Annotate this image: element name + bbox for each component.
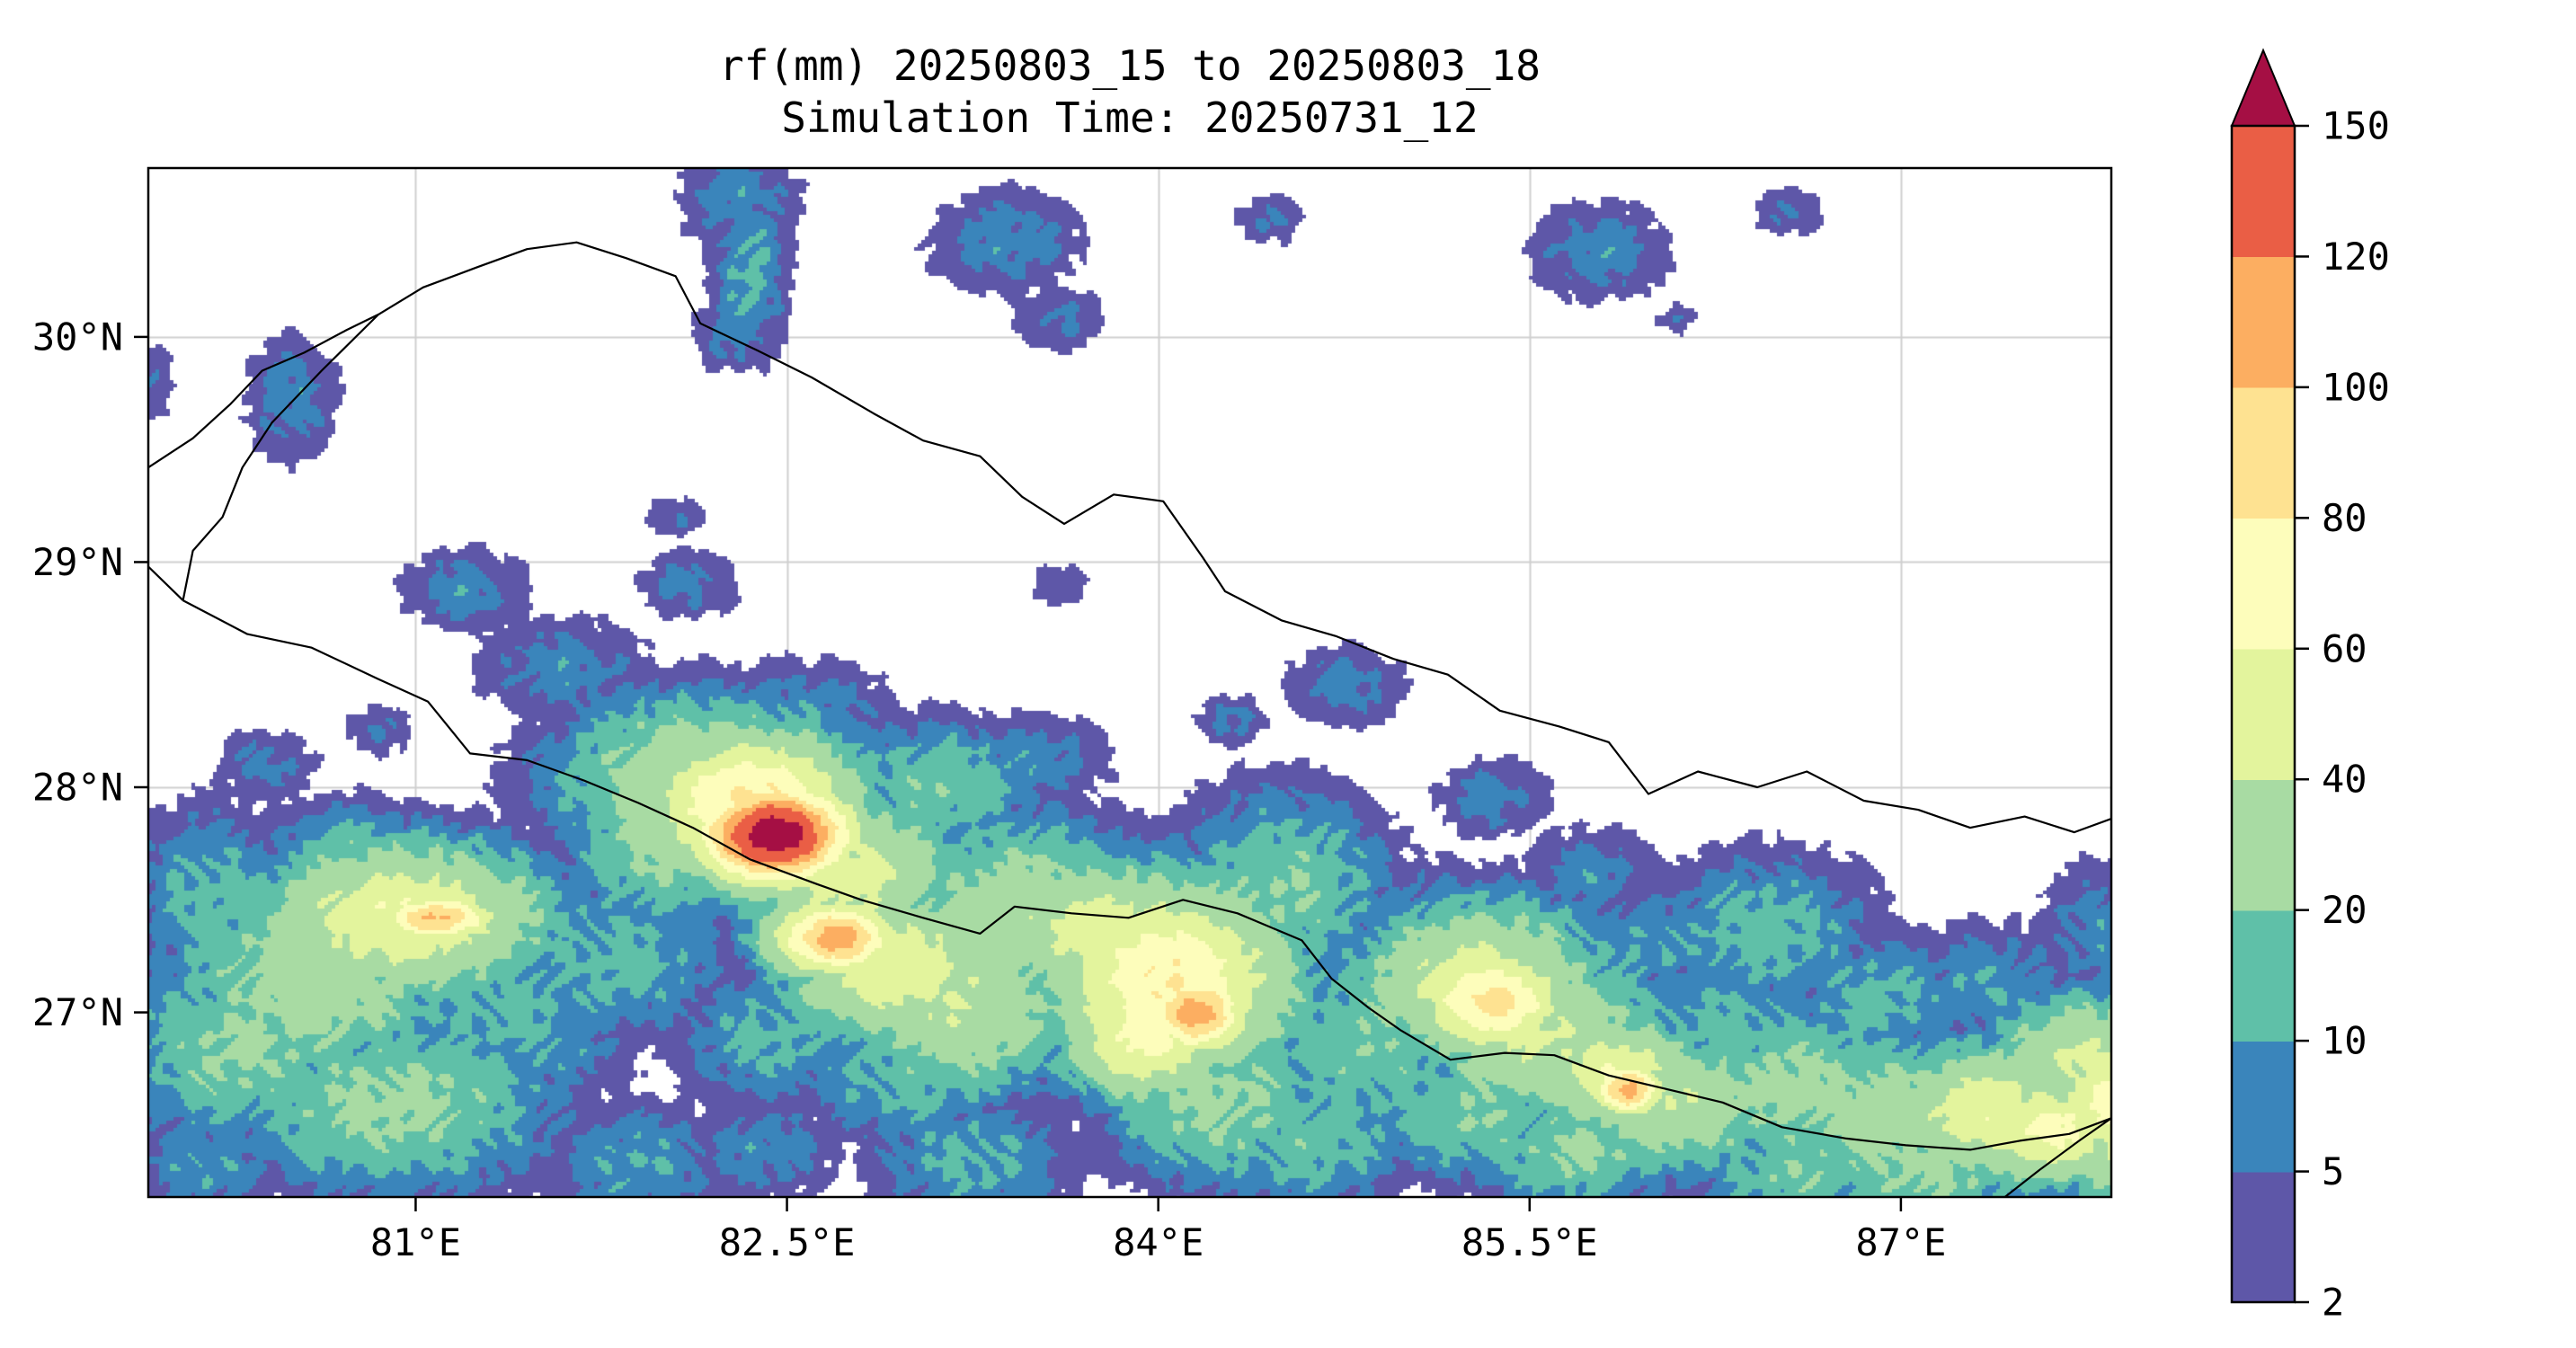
colorbar-segment — [2232, 386, 2295, 519]
colorbar-segment — [2232, 518, 2295, 650]
country-border — [148, 313, 379, 469]
country-border — [2003, 1117, 2111, 1197]
x-tick-label: 85.5°E — [1461, 1220, 1598, 1264]
colorbar-tick-label: 2 — [2322, 1281, 2344, 1325]
colorbar-tick-label: 80 — [2322, 496, 2367, 540]
x-tick-label: 82.5°E — [719, 1220, 856, 1264]
chart-subtitle: Simulation Time: 20250731_12 — [781, 93, 1479, 142]
colorbar-tick-label: 120 — [2322, 235, 2390, 279]
colorbar-segment — [2232, 256, 2295, 388]
colorbar-segment — [2232, 779, 2295, 911]
y-tick-label: 27°N — [32, 990, 123, 1034]
x-tick-label: 81°E — [370, 1220, 461, 1264]
colorbar-outline — [2230, 124, 2296, 1304]
colorbar-segment — [2232, 648, 2295, 781]
colorbar-tick-label: 5 — [2322, 1149, 2344, 1193]
country-border — [148, 565, 184, 601]
colorbar-tick-label: 60 — [2322, 626, 2367, 670]
y-tick-label: 30°N — [32, 315, 123, 359]
colorbar-tick-label: 150 — [2322, 104, 2390, 148]
country-border — [182, 241, 2111, 834]
colorbar-tick-label: 100 — [2322, 365, 2390, 409]
colorbar-tick-label: 20 — [2322, 888, 2367, 932]
colorbar-segment — [2232, 1171, 2295, 1303]
colorbar-segment — [2232, 909, 2295, 1042]
country-borders — [148, 241, 2111, 1197]
colorbar-segment — [2232, 126, 2295, 258]
rainfall-field-canvas — [148, 168, 2111, 1197]
plot-frame — [147, 166, 2113, 1199]
colorbar-segment — [2232, 1041, 2295, 1173]
y-tick-label: 29°N — [32, 540, 123, 584]
x-tick-label: 84°E — [1113, 1220, 1204, 1264]
colorbar-tick-label: 40 — [2322, 758, 2367, 802]
country-border — [182, 599, 2111, 1151]
colorbar-tick-label: 10 — [2322, 1019, 2367, 1063]
chart-title: rf(mm) 20250803_15 to 20250803_18 — [719, 41, 1541, 90]
x-tick-label: 87°E — [1855, 1220, 1946, 1264]
axes: 81°E 82.5°E 84°E 85.5°E 87°E 27°N 28°N 29°N 30°N… — [32, 104, 2390, 1325]
colorbar-extend-arrow — [2230, 48, 2296, 127]
y-tick-label: 28°N — [32, 766, 123, 810]
